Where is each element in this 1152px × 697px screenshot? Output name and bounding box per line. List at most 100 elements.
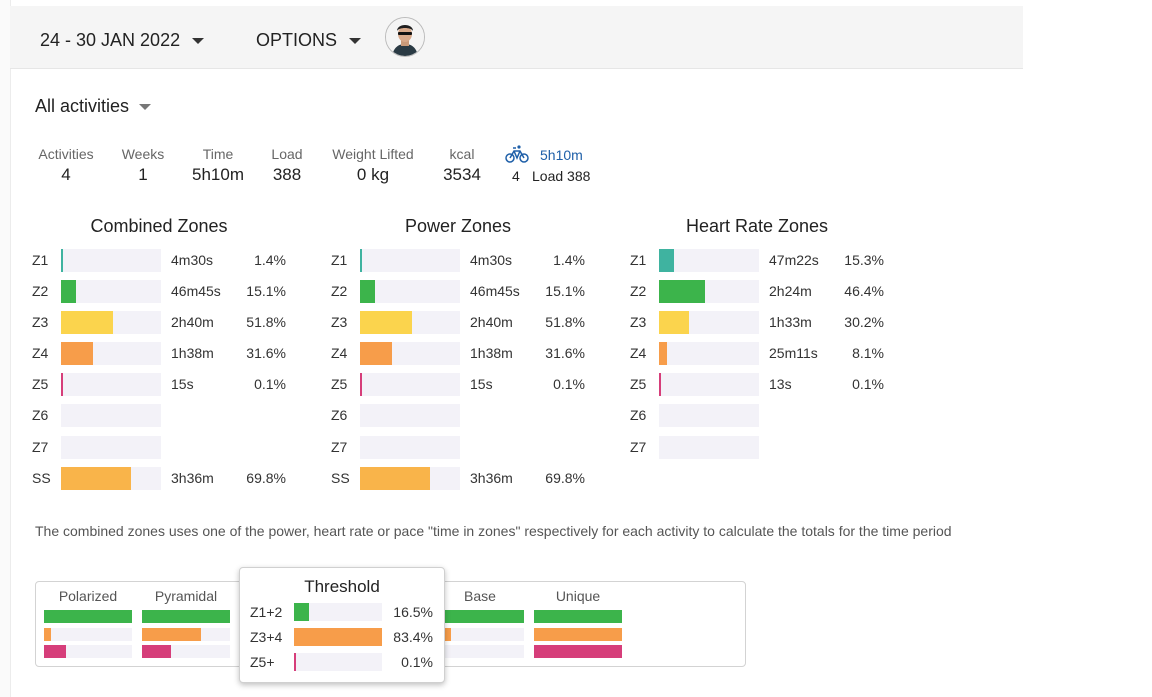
ride-count: 4	[512, 168, 520, 184]
model-bar-fill	[142, 628, 201, 641]
zone-row-z4: Z4 1h38m 31.6%	[32, 342, 292, 365]
model-bar-fill	[534, 628, 622, 641]
zone-time: 1h38m	[171, 345, 214, 361]
tooltip-row-percent: 83.4%	[393, 629, 433, 645]
zone-bar-fill	[61, 280, 77, 303]
zone-percent: 15.3%	[844, 252, 884, 268]
zone-label: Z2	[630, 283, 647, 299]
model-bar-fill	[44, 645, 66, 658]
zone-percent: 0.1%	[553, 376, 585, 392]
tooltip-title: Threshold	[304, 577, 380, 596]
date-range-label: 24 - 30 JAN 2022	[40, 30, 181, 50]
zone-percent: 69.8%	[246, 470, 286, 486]
zone-label: Z6	[331, 407, 348, 423]
model-bar-fill	[534, 645, 622, 658]
stat-value: 1	[138, 165, 148, 184]
stat-label: Load	[271, 146, 303, 162]
zone-bar-fill	[360, 280, 376, 303]
model-base[interactable]: Base	[436, 582, 524, 666]
zone-bar-fill	[360, 373, 362, 396]
model-bar-fill	[436, 610, 524, 623]
zone-row-z5: Z5 15s 0.1%	[331, 373, 591, 396]
zone-percent: 0.1%	[254, 376, 286, 392]
zone-label: SS	[331, 470, 350, 486]
tooltip-row: Z1+2 16.5%	[240, 603, 444, 621]
zone-label: Z6	[630, 407, 647, 423]
zone-label: Z1	[331, 252, 348, 268]
zone-label: Z1	[630, 252, 647, 268]
zone-bar-fill	[360, 311, 412, 334]
zone-bar-track	[360, 249, 460, 272]
tooltip-bar-track	[294, 653, 382, 671]
zone-bar-fill	[360, 249, 362, 272]
model-name: Base	[464, 588, 496, 604]
top-toolbar: 24 - 30 JAN 2022 OPTIONS	[10, 6, 1023, 69]
model-bar	[436, 645, 524, 658]
date-range-dropdown[interactable]: 24 - 30 JAN 2022	[40, 30, 205, 51]
ride-load: Load 388	[532, 168, 591, 184]
zone-row-z3: Z3 2h40m 51.8%	[331, 311, 591, 334]
zone-row-z6: Z6	[32, 404, 292, 427]
zone-row-ss: SS 3h36m 69.8%	[331, 467, 591, 490]
user-avatar-icon	[386, 18, 424, 56]
tooltip-row-label: Z3+4	[250, 629, 283, 645]
zone-label: Z3	[32, 314, 49, 330]
zone-bar-track	[61, 373, 161, 396]
zone-time: 15s	[171, 376, 194, 392]
stat-weight-lifted: Weight Lifted 0 kg	[328, 146, 418, 185]
stat-time: Time 5h10m	[188, 146, 248, 185]
zone-bar-fill	[61, 249, 63, 272]
zone-percent: 31.6%	[246, 345, 286, 361]
activity-filter-dropdown[interactable]: All activities	[35, 96, 152, 117]
zone-percent: 8.1%	[852, 345, 884, 361]
options-dropdown[interactable]: OPTIONS	[256, 30, 362, 51]
model-bar	[142, 645, 230, 658]
zone-bar-fill	[61, 311, 113, 334]
model-bar	[142, 610, 230, 623]
zone-bar-track	[659, 311, 759, 334]
tooltip-row-label: Z5+	[250, 654, 275, 670]
zone-bar-track	[360, 436, 460, 459]
model-bar	[44, 628, 132, 641]
model-bar	[142, 628, 230, 641]
zone-percent: 15.1%	[545, 283, 585, 299]
stat-label: Time	[202, 146, 234, 162]
model-unique[interactable]: Unique	[534, 582, 622, 666]
zone-row-z7: Z7	[630, 436, 890, 459]
zone-percent: 1.4%	[254, 252, 286, 268]
zone-bar-track	[61, 467, 161, 490]
model-bar-fill	[44, 628, 52, 641]
zone-time: 3h36m	[470, 470, 513, 486]
zone-percent: 0.1%	[852, 376, 884, 392]
zone-label: Z7	[331, 439, 348, 455]
tooltip-row-label: Z1+2	[250, 604, 283, 620]
model-bar	[534, 628, 622, 641]
zone-label: Z7	[32, 439, 49, 455]
zone-row-z3: Z3 2h40m 51.8%	[32, 311, 292, 334]
ride-time-link[interactable]: 5h10m	[540, 147, 583, 163]
model-pyramidal[interactable]: Pyramidal	[142, 582, 230, 666]
zone-label: Z2	[331, 283, 348, 299]
zone-time: 3h36m	[171, 470, 214, 486]
zone-bar-fill	[360, 342, 392, 365]
stat-value: 3534	[443, 165, 481, 184]
zone-time: 1h33m	[769, 314, 812, 330]
zone-row-z4: Z4 25m11s 8.1%	[630, 342, 890, 365]
zone-bar-track	[61, 404, 161, 427]
stat-label: Weight Lifted	[332, 146, 414, 162]
model-polarized[interactable]: Polarized	[44, 582, 132, 666]
zone-row-z6: Z6	[630, 404, 890, 427]
zone-row-z7: Z7	[331, 436, 591, 459]
avatar[interactable]	[385, 17, 425, 57]
zone-bar-track	[659, 436, 759, 459]
zone-bar-track	[659, 249, 759, 272]
model-name: Polarized	[58, 588, 118, 604]
zone-label: Z7	[630, 439, 647, 455]
model-bar	[534, 645, 622, 658]
model-bar	[534, 610, 622, 623]
zone-percent: 15.1%	[246, 283, 286, 299]
zone-percent: 51.8%	[545, 314, 585, 330]
stat-value: 0 kg	[356, 165, 390, 184]
tooltip-bar-track	[294, 603, 382, 621]
zone-time: 4m30s	[171, 252, 214, 268]
